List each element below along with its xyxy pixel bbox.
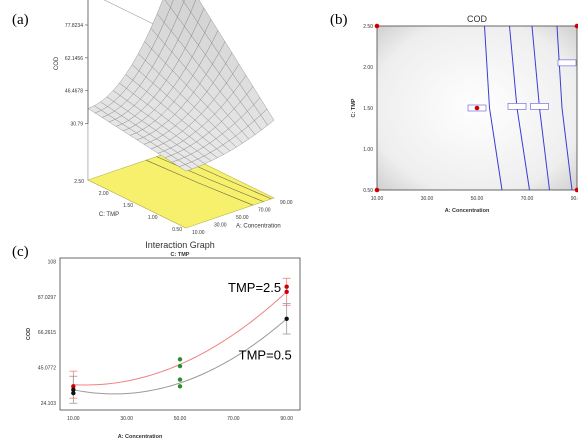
panel-label-c: (c) bbox=[12, 244, 29, 260]
contour-line bbox=[484, 25, 503, 191]
contour-label-box bbox=[507, 103, 527, 110]
contour-line bbox=[556, 25, 573, 191]
x-axis-label: A: Concentration bbox=[445, 208, 490, 214]
x-tick-label: 90.00 bbox=[280, 200, 293, 206]
y-tick-label: 2.00 bbox=[99, 191, 109, 197]
y-tick-label: 1.50 bbox=[363, 106, 373, 112]
x-axis-label: A: Concentration bbox=[118, 434, 163, 440]
y-tick-label: 2.00 bbox=[363, 65, 373, 71]
surface-cell bbox=[190, 0, 205, 23]
y-tick-label: 0.50 bbox=[363, 188, 373, 194]
data-point bbox=[284, 316, 289, 321]
contour-plot: COD 10.00 30.00 50.00 70.00 90.00 0.50 1.00 1.50… bbox=[351, 14, 578, 214]
x-tick-label: 30.00 bbox=[421, 196, 434, 202]
interaction-subtitle: C: TMP bbox=[171, 252, 190, 258]
x-tick-label: 30.00 bbox=[214, 223, 227, 229]
surface-cell bbox=[164, 0, 174, 8]
y-tick-label: 108 bbox=[48, 259, 57, 265]
series-annotation: TMP=0.5 bbox=[239, 347, 292, 362]
surface-cell bbox=[182, 0, 185, 3]
design-point bbox=[574, 187, 578, 193]
y-tick-label: 1.00 bbox=[363, 147, 373, 153]
data-point bbox=[284, 284, 289, 289]
z-tick-label: 30.79 bbox=[70, 122, 83, 128]
data-point bbox=[71, 384, 76, 389]
interaction-title: Interaction Graph bbox=[145, 240, 215, 250]
plane-contour-line bbox=[156, 156, 264, 202]
x-tick-label: 70.00 bbox=[258, 208, 271, 214]
data-point bbox=[284, 289, 289, 294]
panel-label-a: (a) bbox=[12, 12, 29, 28]
z-tick-label: 77.8234 bbox=[65, 23, 83, 29]
design-point bbox=[474, 105, 480, 111]
surface-plot: 93.551277.823462.145646.467830.79COD0.50… bbox=[54, 0, 293, 236]
x-tick-label: 50.00 bbox=[471, 196, 484, 202]
design-point bbox=[574, 23, 578, 29]
surface-cell bbox=[183, 0, 196, 13]
x-tick-label: 30.00 bbox=[120, 416, 133, 422]
contour-title: COD bbox=[467, 14, 488, 24]
x-tick-label: 50.00 bbox=[236, 215, 249, 221]
panel-label-b: (b) bbox=[330, 12, 348, 28]
z-axis-label: COD bbox=[54, 56, 60, 70]
y-tick-label: 0.50 bbox=[172, 227, 182, 233]
y-axis-label: COD bbox=[26, 328, 32, 340]
y-tick-label: 1.50 bbox=[123, 203, 133, 209]
series-annotation: TMP=2.5 bbox=[228, 280, 281, 295]
y-axis-label: C: TMP bbox=[99, 212, 119, 218]
series-curve bbox=[73, 318, 287, 395]
y-tick-label: 66.2615 bbox=[38, 330, 56, 336]
x-tick-label: 10.00 bbox=[192, 230, 205, 236]
x-tick-label: 70.00 bbox=[521, 196, 534, 202]
contour-label-box bbox=[557, 59, 577, 67]
y-tick-label: 2.50 bbox=[363, 24, 373, 30]
y-tick-label: 45.0772 bbox=[38, 366, 56, 372]
contour-label-box bbox=[530, 103, 549, 110]
surface-cell bbox=[156, 0, 171, 23]
data-point bbox=[177, 363, 183, 369]
x-tick-label: 10.00 bbox=[67, 416, 80, 422]
y-axis-label: C: TMP bbox=[351, 98, 357, 117]
x-tick-label: 90.00 bbox=[571, 196, 578, 202]
x-tick-label: 70.00 bbox=[227, 416, 240, 422]
data-point bbox=[177, 384, 183, 389]
design-point bbox=[374, 23, 380, 29]
y-tick-label: 2.50 bbox=[74, 179, 84, 185]
x-axis-label: A: Concentration bbox=[236, 224, 281, 230]
interaction-graph: Interaction Graph C: TMP 10.00 30.00 50.00 70… bbox=[26, 240, 301, 440]
x-tick-label: 10.00 bbox=[371, 196, 384, 202]
data-point bbox=[71, 390, 76, 396]
surface-cell bbox=[170, 0, 184, 18]
x-tick-label: 50.00 bbox=[174, 416, 187, 422]
y-tick-label: 1.00 bbox=[148, 215, 158, 221]
z-tick-label: 46.4678 bbox=[65, 89, 83, 95]
z-tick-label: 62.1456 bbox=[65, 56, 83, 62]
plane-contour-line bbox=[145, 159, 253, 206]
x-tick-label: 90.00 bbox=[280, 416, 293, 422]
data-point bbox=[71, 387, 76, 392]
data-point bbox=[177, 357, 183, 362]
y-tick-label: 24.103 bbox=[41, 401, 57, 407]
y-tick-label: 87.0297 bbox=[38, 295, 56, 301]
design-point bbox=[374, 187, 380, 193]
data-point bbox=[177, 377, 183, 382]
